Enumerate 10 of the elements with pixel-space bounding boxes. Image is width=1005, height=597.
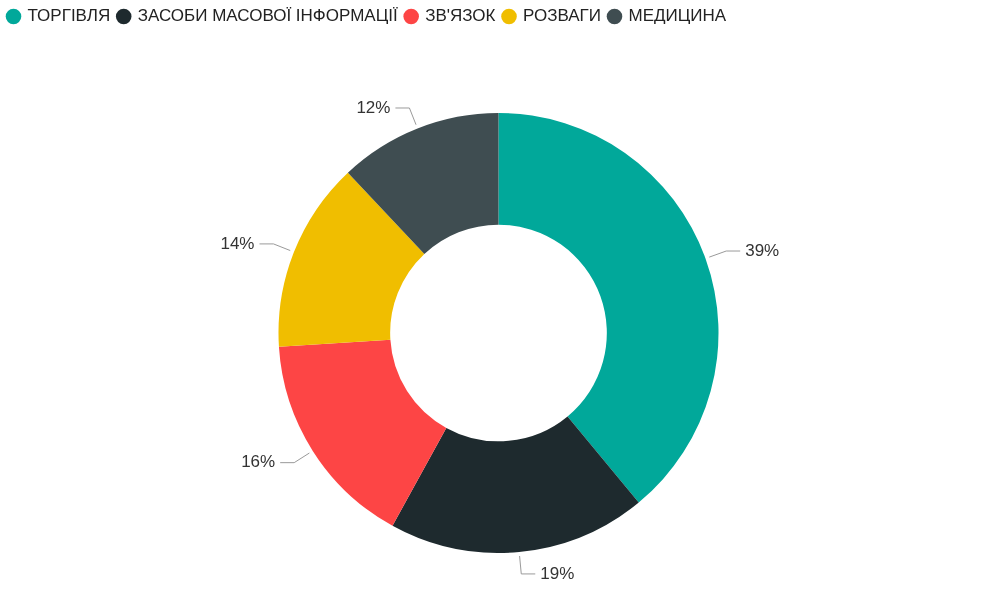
data-label: 16% <box>241 452 276 472</box>
legend-label: ЗАСОБИ МАСОВОЇ ІНФОРМАЦІЇ <box>137 6 398 26</box>
data-label: 12% <box>356 97 391 117</box>
data-label: 14% <box>220 233 255 253</box>
legend-label: ЗВ'ЯЗОК <box>425 6 496 26</box>
legend-label: ТОРГІВЛЯ <box>27 6 111 26</box>
data-label: 19% <box>540 563 575 583</box>
data-label: 39% <box>745 240 780 260</box>
legend-label: РОЗВАГИ <box>523 6 601 26</box>
legend-label: МЕДИЦИНА <box>628 6 727 26</box>
